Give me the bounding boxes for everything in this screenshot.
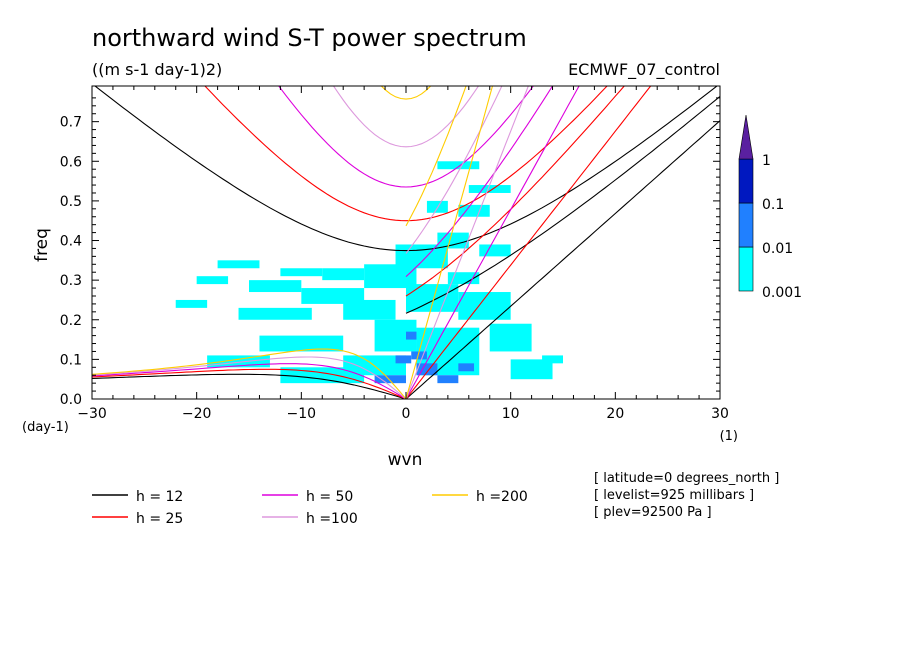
legend-label: h =200 xyxy=(476,489,528,505)
info-latitude: [ latitude=0 degrees_north ] xyxy=(594,471,779,486)
colorbar-label: 0.001 xyxy=(762,285,802,301)
colorbar-arrow xyxy=(738,114,754,160)
axis-ticks: −30 −20 −10 0 10 20 30 0.0 0.1 0.2 0.3 0.4 0.5 0.6 0.7 xyxy=(60,86,729,422)
power-region xyxy=(411,351,427,360)
dispersion-curve xyxy=(405,95,720,314)
plot-area xyxy=(92,86,720,399)
power-region xyxy=(458,363,475,372)
dispersion-curve xyxy=(380,86,432,100)
info-plev: [ plev=92500 Pa ] xyxy=(594,505,712,520)
power-region xyxy=(217,260,260,269)
y-tick-label: 0.0 xyxy=(60,392,82,408)
y-tick-label: 0.1 xyxy=(60,352,82,368)
power-region xyxy=(406,284,459,312)
power-region xyxy=(395,355,412,364)
dataset-label: ECMWF_07_control xyxy=(568,60,720,80)
power-region xyxy=(437,161,480,170)
colorbar: 0.001 0.01 0.1 1 xyxy=(738,114,802,301)
y-tick-label: 0.6 xyxy=(60,154,82,170)
power-region xyxy=(458,292,511,320)
x-tick-label: 10 xyxy=(502,406,520,422)
colorbar-label: 0.01 xyxy=(762,241,793,257)
info-levelist: [ levelist=925 millibars ] xyxy=(594,488,754,503)
x-tick-label: 0 xyxy=(402,406,411,422)
y-tick-label: 0.2 xyxy=(60,313,82,329)
x-tick-label: 20 xyxy=(606,406,624,422)
dispersion-curve xyxy=(405,86,503,254)
y-unit-label: (day-1) xyxy=(22,420,69,435)
y-tick-label: 0.4 xyxy=(60,234,82,250)
power-spectrum-shading xyxy=(175,161,563,384)
dispersion-curve xyxy=(92,368,407,399)
x-axis-label: wvn xyxy=(388,450,423,470)
power-region xyxy=(238,307,312,320)
legend-label: h = 50 xyxy=(306,489,353,505)
power-region xyxy=(259,335,344,352)
x-tick-label: −30 xyxy=(77,406,107,422)
power-region xyxy=(416,363,438,376)
x-tick-label: −10 xyxy=(287,406,317,422)
dispersion-curve xyxy=(405,86,529,399)
power-region xyxy=(542,355,563,364)
colorbar-label: 1 xyxy=(762,153,771,169)
power-region xyxy=(175,299,208,308)
power-region xyxy=(343,299,396,320)
power-region xyxy=(280,268,323,277)
power-region xyxy=(322,268,365,281)
dispersion-curve xyxy=(92,356,407,399)
x-tick-label: −20 xyxy=(182,406,212,422)
power-region xyxy=(510,359,553,380)
legend: h = 12 h = 25 h = 50 h =100 h =200 xyxy=(92,489,528,527)
power-region xyxy=(207,355,270,368)
legend-label: h =100 xyxy=(306,511,358,527)
dispersion-curves xyxy=(92,86,720,399)
dispersion-curve xyxy=(278,86,534,188)
power-region xyxy=(458,204,490,217)
power-region xyxy=(468,185,511,193)
dispersion-curve xyxy=(405,120,720,399)
power-region xyxy=(489,323,532,352)
power-region xyxy=(364,264,417,289)
dispersion-curve xyxy=(92,348,407,399)
y-axis-label: freq xyxy=(32,228,52,262)
y-tick-label: 0.3 xyxy=(60,273,82,289)
dispersion-curve xyxy=(92,373,407,399)
y-tick-label: 0.5 xyxy=(60,194,82,210)
dispersion-curve xyxy=(94,86,718,252)
power-region xyxy=(437,375,459,384)
x-unit-label: (1) xyxy=(720,429,738,444)
dispersion-curve xyxy=(405,86,580,399)
legend-label: h = 12 xyxy=(136,489,183,505)
power-region xyxy=(447,272,480,285)
power-region xyxy=(479,244,511,257)
x-tick-label: 30 xyxy=(711,406,729,422)
colorbar-swatch xyxy=(738,246,754,292)
colorbar-swatch xyxy=(738,202,754,248)
power-region xyxy=(196,276,229,285)
power-region xyxy=(249,280,302,293)
dispersion-curve xyxy=(405,86,467,227)
colorbar-label: 0.1 xyxy=(762,197,784,213)
power-region xyxy=(406,331,417,340)
power-region xyxy=(374,375,406,384)
legend-label: h = 25 xyxy=(136,511,183,527)
power-region xyxy=(437,232,469,249)
dispersion-curve xyxy=(405,86,494,399)
chart-title: northward wind S-T power spectrum xyxy=(92,24,527,52)
dispersion-curve xyxy=(405,86,554,278)
dispersion-curve xyxy=(405,86,652,399)
chart-subtitle: ((m s-1 day-1)2) xyxy=(92,60,222,79)
dispersion-curve xyxy=(204,86,608,222)
dispersion-curve xyxy=(405,86,625,297)
y-tick-label: 0.7 xyxy=(60,115,82,131)
colorbar-swatch xyxy=(738,158,754,204)
dispersion-curve xyxy=(92,363,407,399)
dispersion-curve xyxy=(332,86,480,148)
